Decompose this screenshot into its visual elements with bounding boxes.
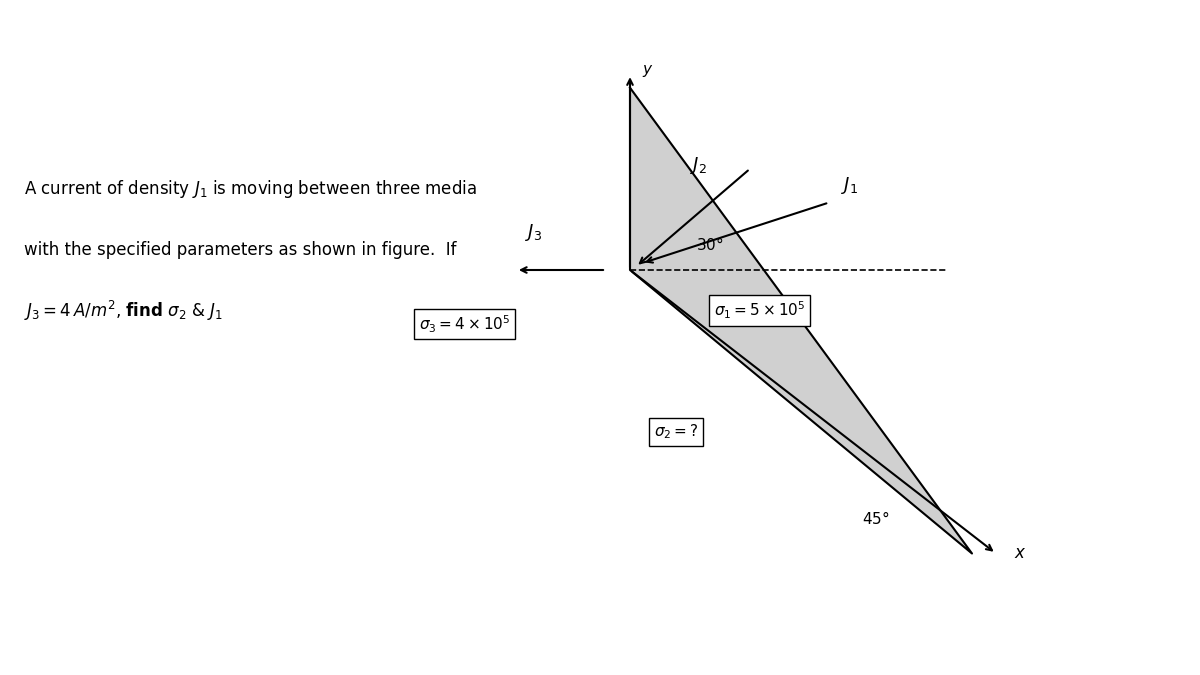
- Text: $x$: $x$: [1014, 545, 1026, 562]
- Text: $J_2$: $J_2$: [690, 155, 707, 176]
- Text: $J_3 = 4 \, A/m^2$, $\mathbf{find}$ $\boldsymbol{\sigma_2}$ & $\boldsymbol{J_1}$: $J_3 = 4 \, A/m^2$, $\mathbf{find}$ $\bo…: [24, 298, 223, 323]
- Text: $y$: $y$: [642, 63, 654, 79]
- Text: with the specified parameters as shown in figure.  If: with the specified parameters as shown i…: [24, 241, 456, 259]
- Text: $30°$: $30°$: [696, 236, 724, 253]
- Text: $\sigma_1 = 5 \times 10^5$: $\sigma_1 = 5 \times 10^5$: [714, 300, 805, 321]
- Text: $\sigma_3 = 4 \times 10^5$: $\sigma_3 = 4 \times 10^5$: [419, 313, 510, 335]
- Text: $J_1$: $J_1$: [841, 175, 858, 196]
- Text: A current of density $J_1$ is moving between three media: A current of density $J_1$ is moving bet…: [24, 178, 478, 200]
- Text: $J_3$: $J_3$: [526, 222, 542, 243]
- Polygon shape: [630, 88, 972, 554]
- Text: $\sigma_2 =?$: $\sigma_2 =?$: [654, 423, 698, 441]
- Text: $45°$: $45°$: [862, 510, 890, 526]
